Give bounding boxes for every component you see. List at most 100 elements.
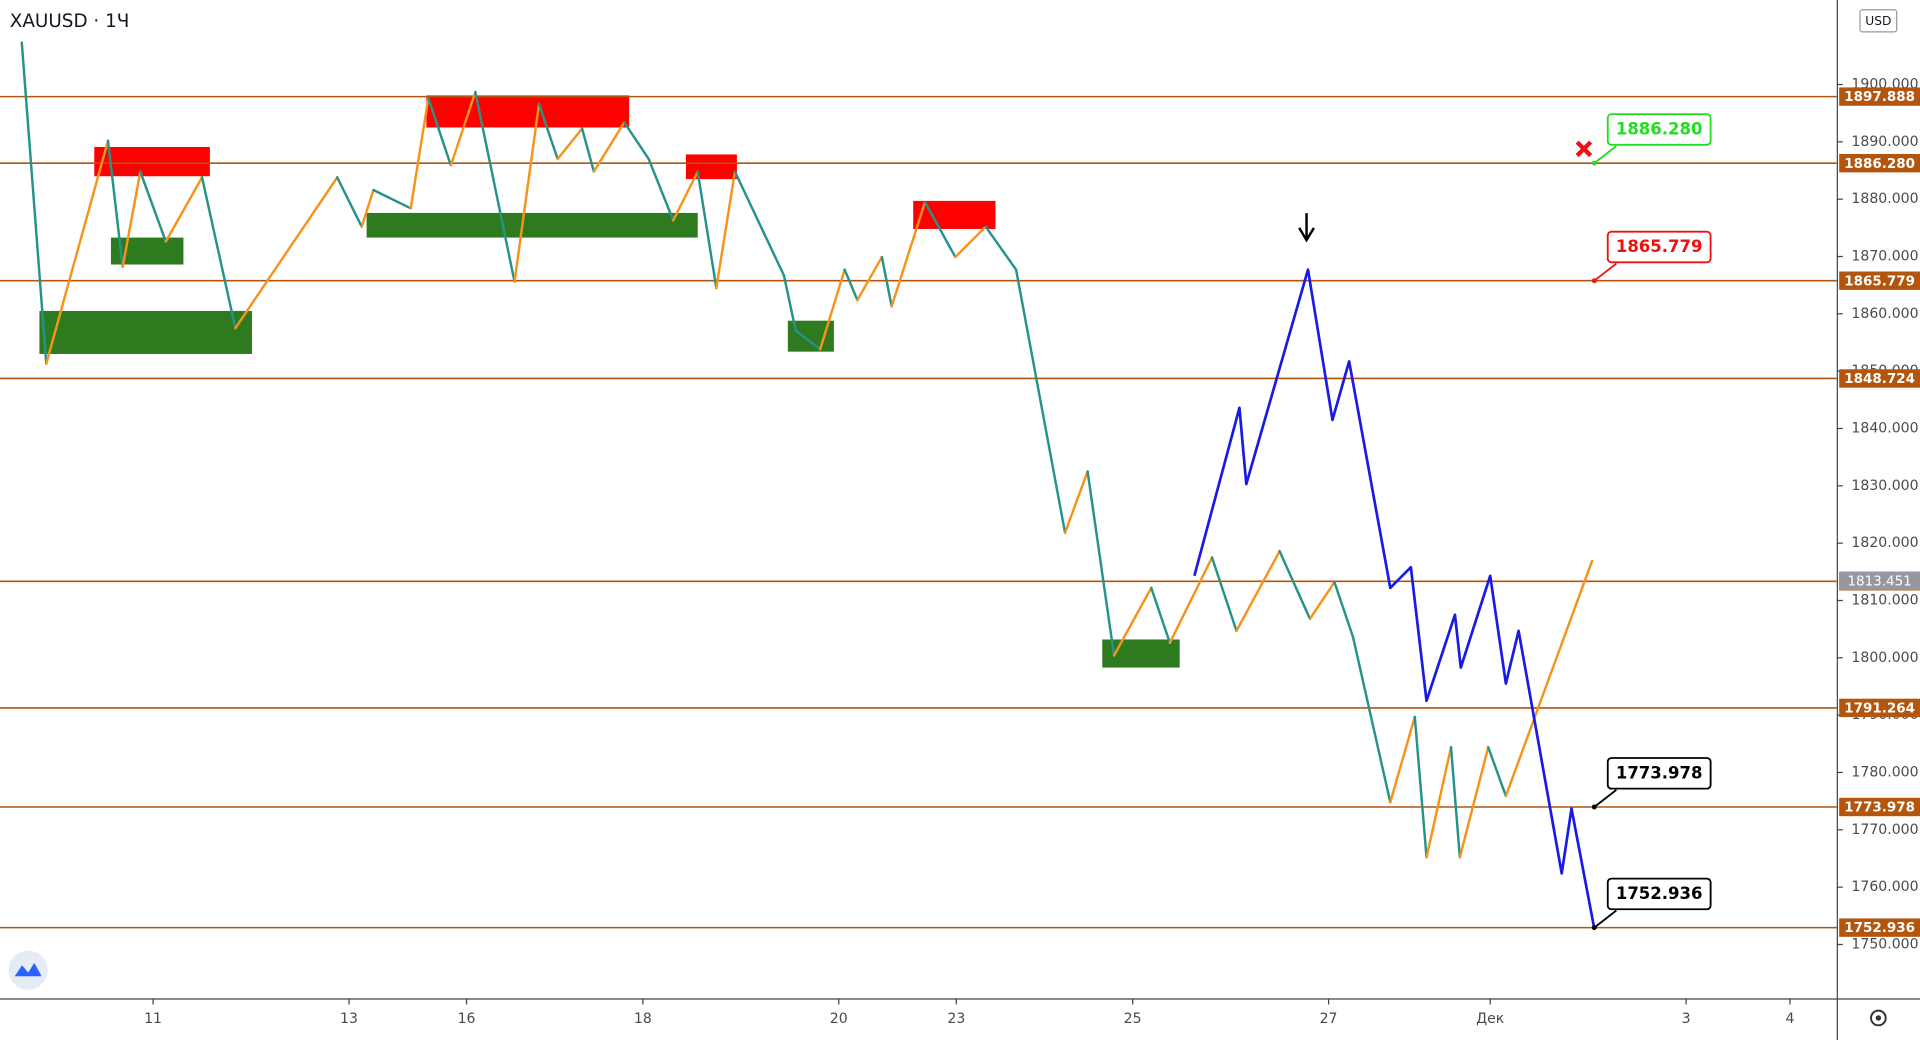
- y-tick-label: 1840.000: [1851, 420, 1918, 436]
- zigzag-segment: [1235, 549, 1281, 633]
- level-tag: [1839, 271, 1920, 290]
- zigzag-segment: [592, 121, 626, 173]
- axes: 1750.0001760.0001770.0001780.0001790.000…: [144, 77, 1920, 1027]
- zone: [685, 154, 737, 180]
- zigzag-segment: [923, 200, 957, 259]
- x-tick-label: 16: [458, 1011, 476, 1027]
- callout-label: 1886.280: [1616, 120, 1703, 139]
- zigzag-segment: [360, 188, 375, 228]
- x-tick-label: 20: [830, 1011, 848, 1027]
- callout-box: [1606, 230, 1712, 264]
- zigzag-segment: [733, 170, 786, 277]
- y-tick-label: 1750.000: [1851, 936, 1918, 952]
- zigzag-segment: [1458, 746, 1490, 859]
- current-price-label: 1813.451: [1847, 573, 1911, 589]
- zigzag-segment: [409, 97, 430, 210]
- zigzag-segment: [623, 121, 650, 161]
- y-tick-label: 1810.000: [1851, 592, 1918, 608]
- projection-line: [1193, 268, 1596, 928]
- zigzag-segment: [1389, 715, 1417, 804]
- x-tick-label: 3: [1682, 1011, 1691, 1027]
- level-tag: [1839, 698, 1920, 718]
- x-tick-label: 4: [1785, 1011, 1794, 1027]
- level-tag: [1839, 87, 1920, 106]
- zigzag-segment: [1333, 580, 1355, 639]
- cross-marker: [1575, 140, 1593, 158]
- zigzag-segment: [106, 139, 124, 269]
- zigzag-segment: [164, 176, 204, 243]
- level-tag: [1839, 369, 1920, 388]
- callout-label: 1865.779: [1616, 237, 1703, 256]
- callout-box: [1606, 757, 1712, 790]
- zigzag-segment: [121, 170, 142, 269]
- y-tick-label: 1890.000: [1851, 134, 1918, 150]
- level-tag-label: 1886.280: [1844, 156, 1915, 172]
- x-tick-label: 13: [340, 1011, 358, 1027]
- zigzag-segment: [1210, 556, 1238, 633]
- x-tick-label: Дек: [1476, 1011, 1505, 1027]
- level-tag: [1839, 153, 1920, 173]
- level-tag-label: 1848.724: [1844, 371, 1915, 387]
- zigzag-segment: [474, 90, 516, 283]
- zigzag-segment: [1413, 715, 1428, 859]
- zigzag-segment: [782, 274, 797, 332]
- y-tick-label: 1830.000: [1851, 478, 1918, 494]
- zigzag-segment: [671, 170, 699, 222]
- settings-icon[interactable]: [1870, 1009, 1887, 1027]
- callout-label: 1773.978: [1616, 763, 1703, 782]
- plot-area: 1886.280 1865.779 1773.978 1752.936: [0, 41, 1837, 931]
- zigzag-segment: [234, 176, 339, 330]
- zigzag-segment: [647, 157, 675, 222]
- zigzag-segment: [696, 170, 718, 290]
- zigzag-segment: [1504, 559, 1594, 798]
- level-tag-label: 1773.978: [1844, 800, 1915, 816]
- zigzag-segment: [1168, 556, 1214, 645]
- level-tag-label: 1752.936: [1844, 920, 1915, 936]
- y-tick-label: 1770.000: [1851, 822, 1918, 838]
- zigzag-segment: [818, 268, 846, 351]
- sell-arrow: [1298, 213, 1315, 243]
- level-tag: [1839, 797, 1920, 817]
- x-tick-label: 25: [1124, 1011, 1142, 1027]
- current-price-tag: [1839, 571, 1920, 590]
- zigzag-segment: [1014, 268, 1067, 535]
- callout-anchor: [1591, 160, 1597, 166]
- x-tick-label: 27: [1320, 1011, 1338, 1027]
- x-tick-label: 23: [947, 1011, 965, 1027]
- zigzag-segment: [537, 102, 559, 161]
- zigzag-segment: [715, 170, 737, 290]
- zigzag-segment: [1063, 470, 1089, 535]
- zigzag-segment: [1308, 580, 1336, 621]
- zigzag-segment: [890, 200, 927, 308]
- zigzag-segment: [45, 139, 110, 365]
- zone: [94, 146, 210, 177]
- zigzag-segment: [1487, 746, 1508, 798]
- callout-pointer: [1593, 145, 1617, 164]
- y-tick-label: 1820.000: [1851, 535, 1918, 551]
- zigzag-segment: [372, 188, 412, 210]
- y-tick-label: 1780.000: [1851, 764, 1918, 780]
- y-tick-label: 1870.000: [1851, 248, 1918, 264]
- zigzag-segment: [200, 176, 237, 330]
- zigzag-segment: [1112, 586, 1153, 657]
- symbol-title: XAUUSD · 1Ч: [10, 11, 130, 32]
- zone: [39, 310, 252, 354]
- x-tick-label: 11: [144, 1011, 162, 1027]
- callout-pointer: [1593, 789, 1617, 808]
- callout-box: [1606, 113, 1712, 146]
- zigzag-segment: [1449, 746, 1462, 859]
- callout-pointer: [1593, 262, 1617, 282]
- callout-pointer: [1593, 909, 1617, 929]
- callout-anchor: [1591, 804, 1597, 810]
- level-tag-label: 1791.264: [1844, 701, 1915, 717]
- zone: [366, 212, 698, 238]
- zigzag-segment: [20, 41, 48, 365]
- callout-box: [1606, 877, 1712, 911]
- zigzag-segment: [513, 102, 541, 283]
- zigzag-segment: [139, 170, 168, 243]
- level-tag: [1839, 918, 1920, 937]
- zigzag-segment: [843, 268, 859, 302]
- zigzag-segment: [1351, 635, 1392, 804]
